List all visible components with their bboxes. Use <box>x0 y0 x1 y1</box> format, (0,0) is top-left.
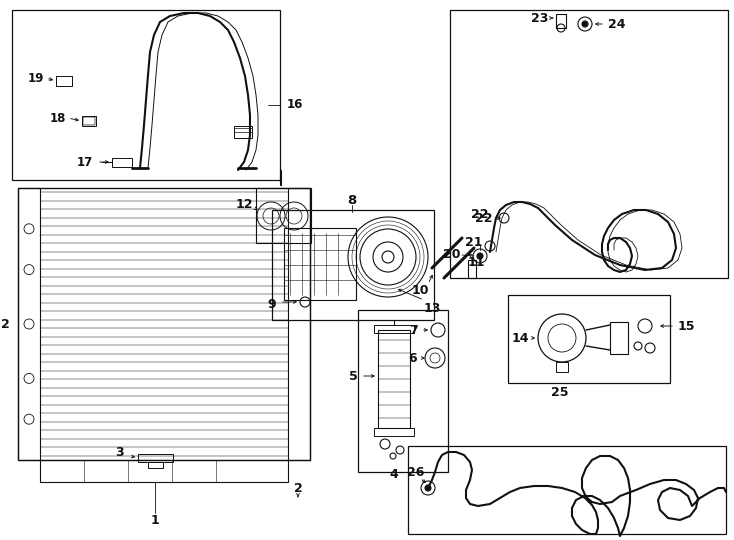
Text: 7: 7 <box>410 323 418 336</box>
Text: 20: 20 <box>443 247 461 260</box>
Circle shape <box>582 21 588 27</box>
Bar <box>82 116 96 126</box>
Text: 1: 1 <box>150 514 159 526</box>
Bar <box>138 454 173 462</box>
Bar <box>40 460 288 482</box>
Bar <box>18 188 40 460</box>
Bar <box>508 295 670 383</box>
Circle shape <box>425 485 431 491</box>
Text: 12: 12 <box>236 199 252 212</box>
Bar <box>288 188 310 460</box>
Text: 5: 5 <box>349 369 358 382</box>
Text: 21: 21 <box>465 235 483 248</box>
Text: 17: 17 <box>77 156 93 168</box>
Text: 19: 19 <box>28 71 44 84</box>
Bar <box>378 330 410 428</box>
Text: 16: 16 <box>287 98 303 111</box>
Bar <box>450 10 728 278</box>
Text: 25: 25 <box>551 386 569 399</box>
Text: 18: 18 <box>50 111 66 125</box>
Bar <box>408 446 726 534</box>
Text: 11: 11 <box>468 255 484 268</box>
Bar <box>284 228 356 300</box>
Text: 13: 13 <box>424 301 440 314</box>
Bar <box>610 322 628 354</box>
Bar <box>18 188 310 460</box>
Text: 2: 2 <box>1 319 10 332</box>
Bar <box>56 76 72 86</box>
Bar <box>256 188 311 243</box>
Text: 3: 3 <box>116 446 124 458</box>
Text: 15: 15 <box>678 320 696 333</box>
Bar <box>148 462 163 468</box>
Bar <box>374 428 414 436</box>
Bar <box>234 126 252 138</box>
Text: 14: 14 <box>512 332 528 345</box>
Text: 24: 24 <box>608 17 625 30</box>
Text: 6: 6 <box>409 352 418 365</box>
Text: 22: 22 <box>471 208 489 221</box>
Text: 4: 4 <box>390 469 399 482</box>
Text: 23: 23 <box>531 11 549 24</box>
Bar <box>468 260 476 278</box>
Circle shape <box>477 253 483 259</box>
Text: 22: 22 <box>475 212 493 225</box>
Text: 10: 10 <box>411 284 429 296</box>
Bar <box>556 362 568 372</box>
Bar <box>272 210 434 320</box>
Text: 2: 2 <box>294 482 302 495</box>
Bar <box>556 14 566 28</box>
Bar <box>112 158 132 167</box>
Bar <box>358 310 448 472</box>
Bar <box>12 10 280 180</box>
Bar <box>374 325 414 333</box>
Text: 9: 9 <box>268 299 276 312</box>
Text: 26: 26 <box>407 465 425 478</box>
Text: 8: 8 <box>347 193 357 206</box>
